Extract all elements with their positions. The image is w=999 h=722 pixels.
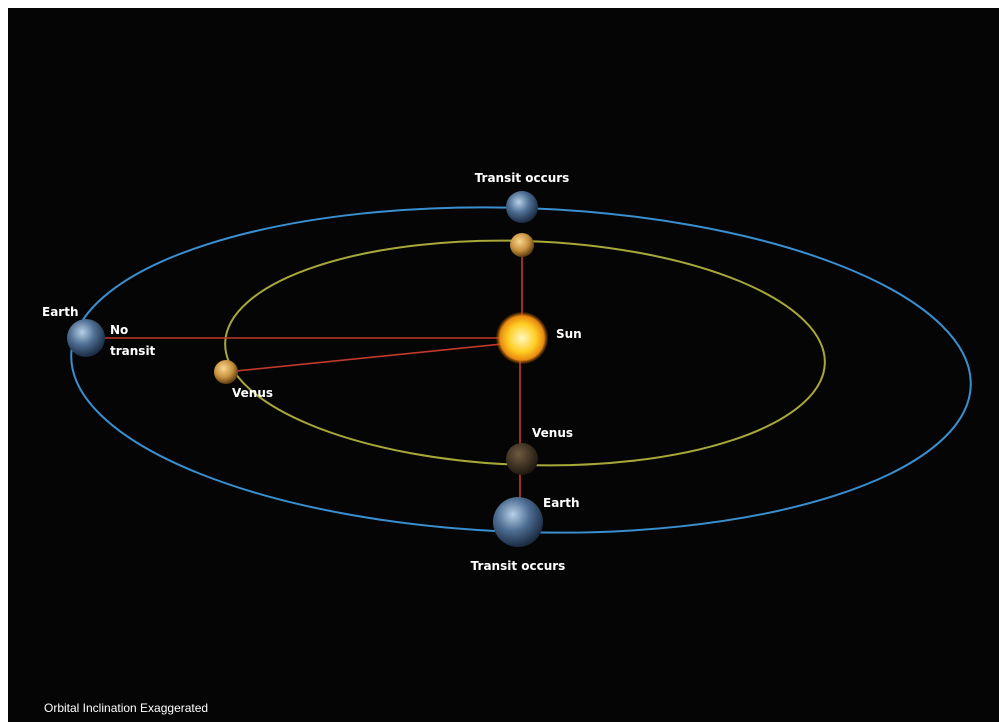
venus: [506, 443, 538, 475]
label: Transit occurs: [475, 171, 570, 185]
label: transit: [110, 344, 156, 358]
sight-lines: [86, 245, 523, 522]
sun: [496, 312, 548, 364]
label: Venus: [232, 386, 273, 400]
label: Earth: [42, 305, 79, 319]
line: [225, 341, 523, 373]
background: [8, 8, 999, 722]
caption: Orbital Inclination Exaggerated: [44, 701, 208, 715]
label: No: [110, 323, 128, 337]
venus: [214, 360, 238, 384]
label: Sun: [556, 327, 582, 341]
label: Transit occurs: [471, 559, 566, 573]
venus: [510, 233, 534, 257]
label: Earth: [543, 496, 580, 510]
label: Venus: [532, 426, 573, 440]
earth: [493, 497, 543, 547]
earth: [506, 191, 538, 223]
earth: [67, 319, 105, 357]
